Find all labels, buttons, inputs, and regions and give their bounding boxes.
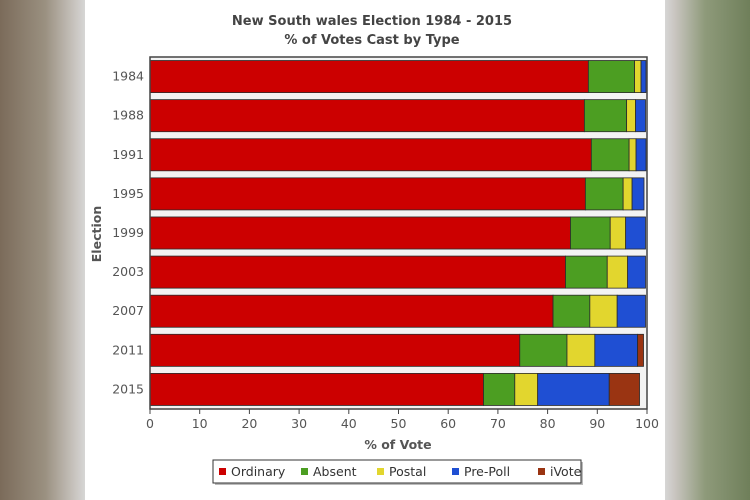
legend-label-absent: Absent: [313, 464, 357, 479]
legend-item-absent: Absent: [301, 464, 357, 479]
bar-1995-absent: [584, 177, 624, 211]
legend-label-ivote: iVote: [550, 464, 582, 479]
bar-group-2011: [149, 333, 644, 367]
bar-group-1988: [149, 99, 646, 133]
bar-2015-postal: [514, 373, 539, 406]
bar-1984-absent: [587, 60, 635, 93]
legend-item-pre-poll: Pre-Poll: [452, 464, 510, 479]
bar-2011-ivote: [637, 333, 644, 367]
legend-swatch-absent: [301, 468, 308, 475]
bar-2003-postal: [606, 255, 629, 289]
bar-2007-ordinary: [149, 294, 554, 328]
bar-1999-postal: [609, 216, 627, 250]
x-axis-ticks: 0 10 20 30 40 50 60 70 80 90 100: [146, 409, 659, 431]
legend-swatch-postal: [377, 468, 384, 475]
y-tick-label-1995: 1995: [112, 186, 144, 201]
bar-2011-postal: [566, 333, 596, 367]
chart-panel: New South wales Election 1984 - 2015 % o…: [85, 0, 665, 500]
x-tick-label-40: 40: [341, 416, 357, 431]
bar-1995-pre-poll: [631, 177, 645, 211]
bar-group-2003: [149, 255, 646, 289]
x-tick-label-60: 60: [440, 416, 456, 431]
legend-label-pre-poll: Pre-Poll: [464, 464, 510, 479]
bars: [149, 60, 647, 406]
legend-item-ivote: iVote: [538, 464, 582, 479]
bar-2003-pre-poll: [627, 255, 646, 289]
bar-1995-ordinary: [149, 177, 586, 211]
bar-2015-pre-poll: [537, 373, 610, 406]
legend-swatch-ivote: [538, 468, 545, 475]
legend: Ordinary Absent Postal Pre-Poll iVote: [212, 459, 583, 485]
bar-1999-absent: [570, 216, 611, 250]
bar-1988-ordinary: [149, 99, 585, 133]
chart-subtitle: % of Votes Cast by Type: [284, 33, 459, 48]
bar-group-1999: [149, 216, 646, 250]
plot-area: [149, 56, 648, 410]
legend-label-ordinary: Ordinary: [231, 464, 286, 479]
bar-1991-ordinary: [149, 138, 592, 172]
bar-2003-ordinary: [149, 255, 566, 289]
y-axis-title: Election: [89, 206, 104, 262]
bar-2015-absent: [483, 373, 516, 406]
x-axis-title: % of Vote: [364, 437, 431, 452]
bar-2007-postal: [589, 294, 618, 328]
x-tick-label-0: 0: [146, 416, 154, 431]
bar-group-1991: [149, 138, 647, 172]
bar-2011-ordinary: [149, 333, 521, 367]
bar-2015-ivote: [608, 373, 640, 406]
bar-2007-pre-poll: [616, 294, 646, 328]
stacked-bar-chart: New South wales Election 1984 - 2015 % o…: [89, 14, 659, 485]
y-tick-label-1991: 1991: [112, 147, 144, 162]
bar-group-2007: [149, 294, 646, 328]
bar-1991-pre-poll: [635, 138, 647, 172]
x-tick-label-50: 50: [391, 416, 407, 431]
x-tick-label-20: 20: [241, 416, 257, 431]
x-tick-label-30: 30: [291, 416, 307, 431]
legend-swatch-ordinary: [219, 468, 226, 475]
x-tick-label-70: 70: [490, 416, 506, 431]
bar-2011-pre-poll: [594, 333, 638, 367]
bar-1984-ordinary: [149, 60, 589, 93]
x-tick-label-100: 100: [635, 416, 659, 431]
chart-title: New South wales Election 1984 - 2015: [232, 14, 512, 29]
x-tick-label-10: 10: [192, 416, 208, 431]
bar-1988-pre-poll: [635, 99, 646, 133]
y-tick-label-2003: 2003: [112, 264, 144, 279]
bar-1991-postal: [628, 138, 637, 172]
legend-label-postal: Postal: [389, 464, 426, 479]
bar-group-1995: [149, 177, 645, 211]
y-tick-label-2007: 2007: [112, 303, 144, 318]
legend-item-postal: Postal: [377, 464, 426, 479]
bar-1984-pre-poll: [640, 60, 647, 93]
y-tick-label-2015: 2015: [112, 381, 144, 396]
bar-1991-absent: [590, 138, 630, 172]
bar-1988-absent: [583, 99, 628, 133]
bar-1984-postal: [634, 60, 642, 93]
y-tick-label-1999: 1999: [112, 225, 144, 240]
bar-2003-absent: [565, 255, 608, 289]
bar-1999-pre-poll: [625, 216, 646, 250]
y-tick-label-1984: 1984: [112, 69, 144, 84]
y-tick-label-2011: 2011: [112, 342, 144, 357]
y-axis-ticks: 1984 1988 1991 1995 1999 2003 2007 2011 2015: [112, 69, 144, 397]
bar-2011-absent: [519, 333, 568, 367]
bar-group-2015: [149, 373, 640, 406]
bar-1999-ordinary: [149, 216, 571, 250]
bar-2007-absent: [552, 294, 591, 328]
legend-swatch-pre-poll: [452, 468, 459, 475]
x-tick-label-90: 90: [589, 416, 605, 431]
legend-items: Ordinary Absent Postal Pre-Poll iVote: [219, 464, 582, 479]
legend-box: [212, 459, 582, 484]
bar-group-1984: [149, 60, 647, 93]
bar-1988-postal: [626, 99, 636, 133]
legend-item-ordinary: Ordinary: [219, 464, 286, 479]
bar-1995-postal: [622, 177, 633, 211]
x-tick-label-80: 80: [540, 416, 556, 431]
y-tick-label-1988: 1988: [112, 108, 144, 123]
bar-2015-ordinary: [149, 373, 484, 406]
